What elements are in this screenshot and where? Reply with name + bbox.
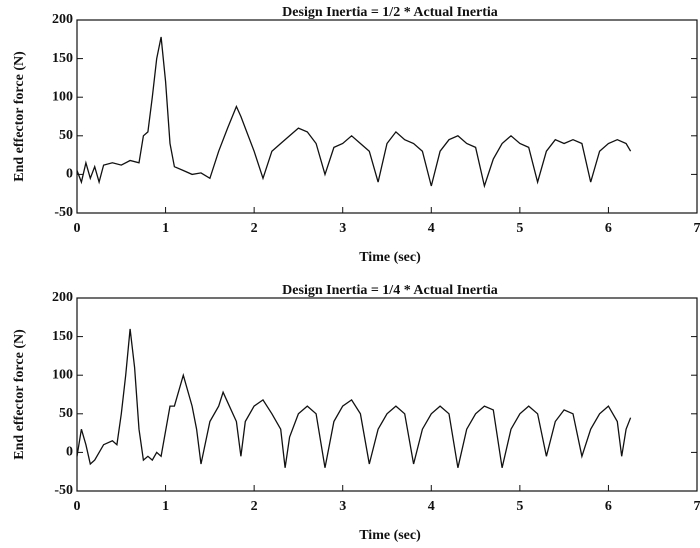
y-tick-label: 0 (66, 445, 73, 460)
y-tick-label: 50 (59, 406, 73, 421)
x-tick-label: 7 (694, 499, 700, 514)
x-tick-label: 2 (251, 221, 258, 236)
y-tick-label: 100 (52, 89, 73, 104)
y-axis-label: End effector force (N) (12, 329, 27, 460)
chart-title: Design Inertia = 1/4 * Actual Inertia (282, 283, 498, 298)
y-tick-label: 0 (66, 167, 73, 182)
y-tick-label: 150 (52, 329, 73, 344)
x-tick-label: 4 (428, 221, 435, 236)
x-tick-label: 1 (162, 499, 169, 514)
x-tick-label: 5 (516, 221, 523, 236)
y-tick-label: 100 (52, 367, 73, 382)
x-tick-label: 3 (339, 499, 346, 514)
y-tick-label: 50 (59, 128, 73, 143)
x-tick-label: 6 (605, 221, 612, 236)
y-axis-label: End effector force (N) (12, 51, 27, 182)
force-line (76, 328, 632, 468)
y-tick-label: 200 (52, 12, 73, 27)
x-tick-label: 0 (74, 499, 81, 514)
x-tick-label: 7 (694, 221, 700, 236)
y-tick-label: -50 (54, 205, 73, 220)
plot-frame (76, 19, 698, 214)
x-tick-label: 1 (162, 221, 169, 236)
y-tick-label: 150 (52, 51, 73, 66)
x-tick-label: 0 (74, 221, 81, 236)
y-tick-label: 200 (52, 290, 73, 305)
x-tick-label: 6 (605, 499, 612, 514)
x-axis-label: Time (sec) (359, 528, 421, 543)
x-axis-label: Time (sec) (359, 250, 421, 265)
x-tick-label: 2 (251, 499, 258, 514)
chart-title: Design Inertia = 1/2 * Actual Inertia (282, 5, 498, 20)
x-tick-label: 5 (516, 499, 523, 514)
plot-frame (76, 297, 698, 492)
y-tick-label: -50 (54, 483, 73, 498)
x-tick-label: 4 (428, 499, 435, 514)
force-line (76, 36, 632, 189)
x-tick-label: 3 (339, 221, 346, 236)
